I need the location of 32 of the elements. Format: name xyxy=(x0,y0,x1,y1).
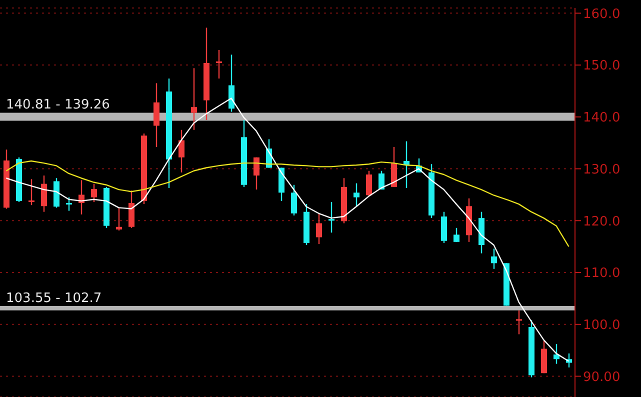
candlestick xyxy=(116,207,122,232)
candlestick xyxy=(178,129,184,174)
candlestick xyxy=(254,156,260,190)
candlestick xyxy=(328,201,334,234)
y-tick-label: 120.0 xyxy=(583,214,620,230)
candlestick xyxy=(128,190,134,229)
candlestick xyxy=(491,248,497,270)
candlestick xyxy=(28,178,34,206)
candlestick xyxy=(66,196,72,212)
y-tick-label: 100.0 xyxy=(583,318,620,333)
candlestick xyxy=(291,184,297,216)
band-label: 140.81 - 139.26 xyxy=(6,98,110,113)
candlestick xyxy=(216,49,222,80)
y-tick-label: 160.0 xyxy=(583,6,620,22)
candlestick xyxy=(566,352,572,368)
candlestick xyxy=(516,310,522,335)
y-tick-label: 110.0 xyxy=(583,266,620,282)
y-tick-label: 150.0 xyxy=(583,58,620,74)
candlestick xyxy=(191,68,197,130)
candlestick xyxy=(391,146,397,188)
y-tick-label: 130.0 xyxy=(583,162,620,178)
candlestick xyxy=(366,170,372,197)
candlestick xyxy=(154,82,160,148)
y-tick-label: 90.00 xyxy=(583,370,620,385)
candlestick xyxy=(454,227,460,243)
candlestick xyxy=(354,182,360,207)
candlestick xyxy=(41,174,47,212)
candlestick xyxy=(228,54,234,112)
candlestick xyxy=(91,183,97,203)
band-label: 103.55 - 102.7 xyxy=(6,290,102,306)
y-tick-label: 140.0 xyxy=(583,110,620,126)
candlestick xyxy=(316,212,322,245)
